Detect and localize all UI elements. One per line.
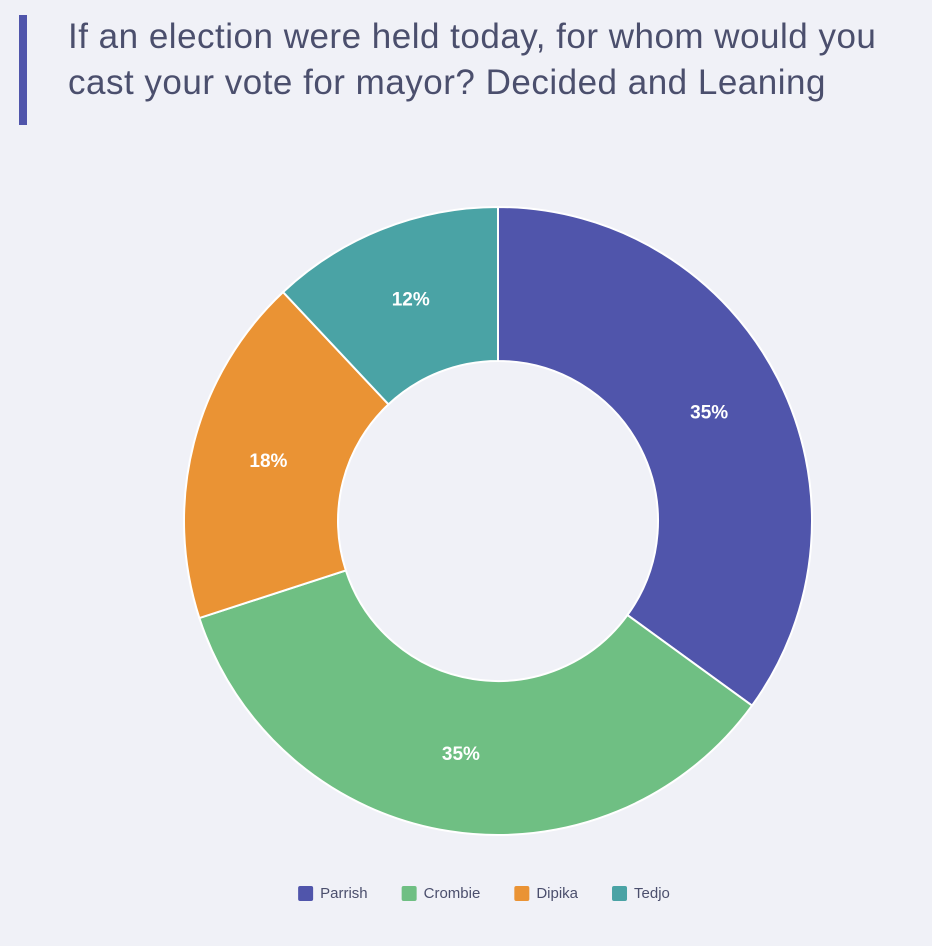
legend-swatch: [612, 886, 628, 901]
donut-slice: [497, 205, 813, 707]
donut-slice: [281, 205, 499, 406]
legend-swatch: [401, 886, 417, 901]
legend-label: Crombie: [424, 885, 481, 902]
donut-slice: [183, 290, 390, 620]
data-label: 12%: [392, 290, 430, 311]
chart-title: If an election were held today, for whom…: [68, 17, 877, 102]
data-label: 35%: [442, 744, 480, 765]
legend-swatch: [514, 886, 530, 901]
legend-label: Parrish: [320, 885, 368, 902]
legend-label: Dipika: [536, 885, 578, 902]
title-accent: [19, 15, 27, 125]
data-label: 35%: [690, 402, 728, 423]
legend-swatch: [298, 886, 314, 901]
data-label: 18%: [249, 451, 287, 472]
legend-label: Tedjo: [634, 885, 670, 902]
donut-slice: [198, 569, 754, 836]
